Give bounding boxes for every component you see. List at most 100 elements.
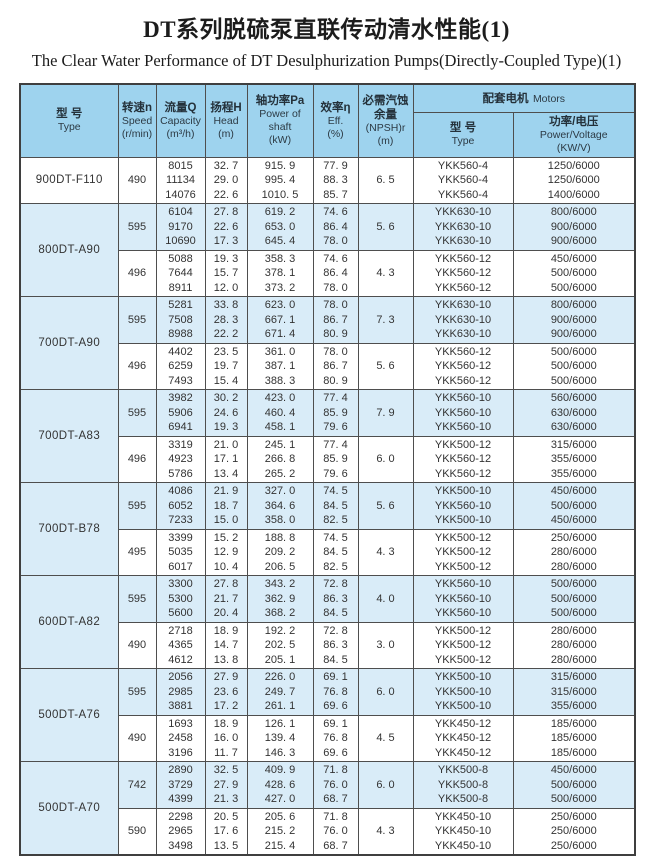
motor-power-voltage-cell-value: 185/6000 [550, 732, 597, 744]
motor-power-voltage-cell-value: 450/6000 [550, 514, 597, 526]
col-header-motors: 配套电机 Motors [412, 83, 636, 113]
motor-type-cell-value: YKK500-12 [434, 531, 492, 544]
motor-power-voltage-cell-value: 355/6000 [550, 700, 597, 712]
table-row: 496 4402 6259 7493 23. 5 19. 7 15. 4 361. 0 387.… [20, 342, 636, 390]
head-cell: 19. 3 15. 7 12. 0 [204, 249, 248, 297]
capacity-cell-value: 4923 [168, 453, 193, 465]
head-cell-value: 32. 7 [213, 159, 239, 172]
efficiency-cell-value: 76. 8 [323, 732, 348, 744]
head-cell-value: 27. 8 [213, 578, 239, 590]
capacity-cell: 3319 4923 5786 [155, 435, 206, 483]
capacity-cell-value: 3399 [168, 531, 193, 544]
page-title: DT系列脱硫泵直联传动清水性能(1) [143, 17, 510, 42]
shaft-power-cell-value: 378. 1 [264, 267, 296, 279]
motor-power-voltage-cell-value: 315/6000 [550, 438, 597, 451]
capacity-cell-value: 5035 [168, 546, 193, 558]
shaft-power-cell-value: 409. 9 [264, 764, 296, 776]
motor-power-voltage-cell-value: 1250/6000 [547, 174, 600, 186]
head-cell-value: 18. 9 [213, 717, 239, 730]
efficiency-cell: 71. 8 76. 0 68. 7 [312, 807, 359, 856]
efficiency-cell: 74. 6 86. 4 78. 0 [312, 203, 359, 251]
motor-type-cell-value: YKK500-10 [434, 514, 492, 526]
table-row: 700DT-A90 595 5281 7508 8988 33. 8 28. 3 22. 2 6… [19, 296, 636, 390]
motor-type-cell-value: YKK500-12 [434, 546, 492, 558]
motor-power-voltage-cell-value: 280/6000 [550, 546, 597, 558]
capacity-cell: 5281 7508 8988 [155, 296, 206, 344]
npsh-cell: 4. 5 [357, 714, 414, 762]
motor-type-cell-value: YKK560-4 [437, 174, 489, 186]
col-header-capacity: 流量Q Capacity (m³/h) [155, 83, 206, 158]
head-cell: 32. 7 29. 0 22. 6 [204, 156, 248, 204]
head-cell-value: 27. 8 [213, 206, 239, 218]
head-cell-value: 13. 8 [213, 653, 239, 666]
table-row: 490 1693 2458 3196 18. 9 16. 0 11. 7 126. 1 139.… [20, 714, 636, 762]
motor-type-cell-value: YKK560-12 [434, 252, 492, 265]
head-cell-value: 22. 6 [213, 220, 239, 233]
shaft-power-cell-value: 671. 4 [264, 328, 296, 340]
efficiency-cell-value: 86. 3 [323, 639, 348, 651]
shaft-power-cell: 358. 3 378. 1 373. 2 [246, 249, 314, 297]
shaft-power-cell-value: 215. 2 [264, 825, 296, 837]
head-cell-value: 33. 8 [213, 299, 239, 311]
motor-type-cell-value: YKK560-4 [437, 188, 489, 201]
motor-power-voltage-cell-value: 560/6000 [550, 392, 597, 404]
capacity-cell-value: 6259 [168, 360, 193, 372]
efficiency-cell-value: 68. 7 [323, 839, 348, 852]
pump-type-cell: 900DT-F110 [19, 156, 119, 204]
efficiency-cell-value: 78. 0 [323, 235, 348, 247]
motor-type-cell-value: YKK500-10 [434, 700, 492, 712]
head-cell-value: 17. 2 [213, 700, 239, 712]
npsh-cell: 7. 9 [357, 389, 414, 437]
shaft-power-cell-value: 202. 5 [264, 639, 296, 651]
efficiency-cell: 69. 1 76. 8 69. 6 [312, 714, 359, 762]
capacity-cell: 8015 11134 14076 [155, 156, 206, 204]
motor-power-voltage-cell-value: 355/6000 [550, 453, 597, 465]
table-row: 700DT-A83 595 3982 5906 6941 30. 2 24. 6 19. 3 4… [19, 389, 636, 483]
efficiency-cell: 69. 1 76. 8 69. 6 [312, 668, 359, 716]
motor-type-cell-value: YKK560-12 [434, 467, 492, 480]
head-cell-value: 21. 3 [213, 793, 239, 805]
shaft-power-cell-value: 667. 1 [264, 313, 296, 326]
motor-type-cell-value: YKK500-12 [434, 639, 492, 651]
motor-type-cell-value: YKK500-12 [434, 560, 492, 573]
shaft-power-cell: 192. 2 202. 5 205. 1 [246, 621, 314, 669]
head-cell-value: 14. 7 [213, 639, 239, 651]
efficiency-cell-value: 86. 3 [323, 592, 348, 605]
shaft-power-cell-value: 192. 2 [264, 624, 296, 637]
head-cell: 27. 8 21. 7 20. 4 [204, 575, 248, 623]
efficiency-cell: 77. 4 85. 9 79. 6 [312, 435, 359, 483]
motor-power-voltage-cell-value: 250/6000 [550, 839, 597, 852]
shaft-power-cell-value: 358. 3 [264, 252, 296, 265]
head-cell-value: 12. 0 [213, 281, 239, 294]
capacity-cell-value: 3498 [168, 839, 193, 852]
shaft-power-cell-value: 261. 1 [264, 700, 296, 712]
motor-power-voltage-cell-value: 250/6000 [550, 825, 597, 837]
table-row: 496 5088 7644 8911 19. 3 15. 7 12. 0 358. 3 378.… [20, 249, 636, 297]
motor-power-voltage-cell-value: 450/6000 [550, 485, 597, 497]
efficiency-cell: 78. 0 86. 7 80. 9 [312, 342, 359, 390]
npsh-cell: 7. 3 [357, 296, 414, 344]
efficiency-cell-value: 77. 9 [323, 159, 348, 172]
motor-power-voltage-cell-value: 900/6000 [550, 220, 597, 233]
efficiency-cell-value: 86. 7 [323, 360, 348, 372]
shaft-power-cell-value: 645. 4 [264, 235, 296, 247]
capacity-cell-value: 14076 [165, 188, 196, 201]
motor-power-voltage-cell-value: 1400/6000 [547, 188, 600, 201]
capacity-cell-value: 6052 [168, 499, 193, 512]
motor-power-voltage-cell-value: 500/6000 [550, 374, 597, 387]
efficiency-cell-value: 69. 1 [323, 717, 348, 730]
capacity-cell-value: 8911 [168, 281, 193, 294]
head-cell: 20. 5 17. 6 13. 5 [204, 807, 248, 856]
motor-power-voltage-cell-value: 500/6000 [550, 607, 597, 619]
efficiency-cell: 72. 8 86. 3 84. 5 [312, 575, 359, 623]
motor-type-cell-value: YKK560-12 [434, 453, 492, 465]
shaft-power-cell: 423. 0 460. 4 458. 1 [246, 389, 314, 437]
speed-cell: 490 [117, 621, 157, 669]
motor-type-cell: YKK450-10 YKK450-10 YKK450-10 [412, 807, 514, 856]
table-row: 496 3319 4923 5786 21. 0 17. 1 13. 4 245. 1 266.… [20, 435, 636, 483]
motor-power-voltage-cell-value: 500/6000 [550, 778, 597, 791]
efficiency-cell-value: 71. 8 [323, 810, 348, 823]
efficiency-cell-value: 78. 0 [323, 299, 348, 311]
efficiency-cell-value: 85. 9 [323, 406, 348, 419]
